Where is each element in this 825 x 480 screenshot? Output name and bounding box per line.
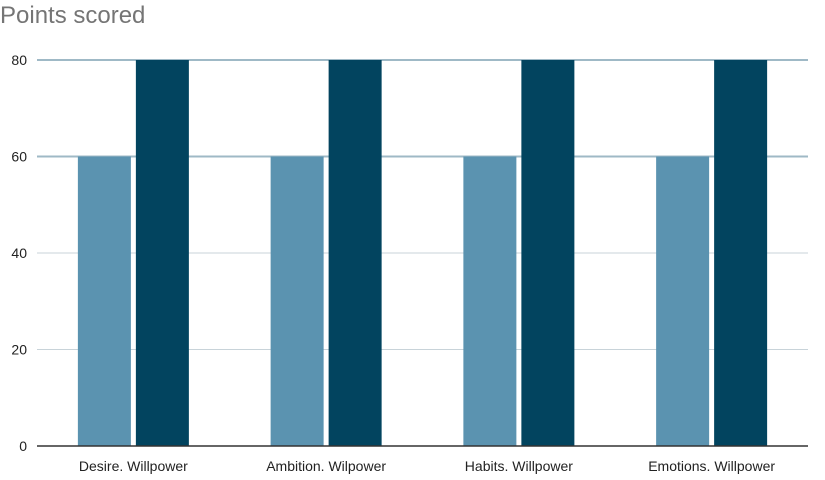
- x-tick-label-2: Habits. Willpower: [465, 458, 573, 474]
- x-tick-label-0: Desire. Willpower: [79, 458, 188, 474]
- x-tick-label-1: Ambition. Wilpower: [266, 458, 386, 474]
- y-tick-label-0: 0: [19, 438, 27, 454]
- chart-title: Points scored: [0, 2, 146, 29]
- bar-series1-0: [77, 156, 131, 446]
- bars: [77, 60, 768, 446]
- bar-series2-3: [714, 60, 768, 446]
- bar-series1-3: [656, 156, 710, 446]
- x-tick-labels: Desire. Willpower Ambition. Wilpower Habit…: [79, 458, 775, 474]
- y-tick-label-40: 40: [11, 245, 27, 261]
- y-tick-label-20: 20: [11, 342, 27, 358]
- bar-series2-2: [521, 60, 575, 446]
- y-tick-label-80: 80: [11, 52, 27, 68]
- bar-series1-1: [270, 156, 324, 446]
- bar-series2-1: [328, 60, 382, 446]
- y-tick-labels: 0 20 40 60 80: [11, 52, 27, 454]
- bar-series1-2: [463, 156, 517, 446]
- bar-series2-0: [135, 60, 189, 446]
- x-tick-label-3: Emotions. Willpower: [648, 458, 775, 474]
- y-tick-label-60: 60: [11, 149, 27, 165]
